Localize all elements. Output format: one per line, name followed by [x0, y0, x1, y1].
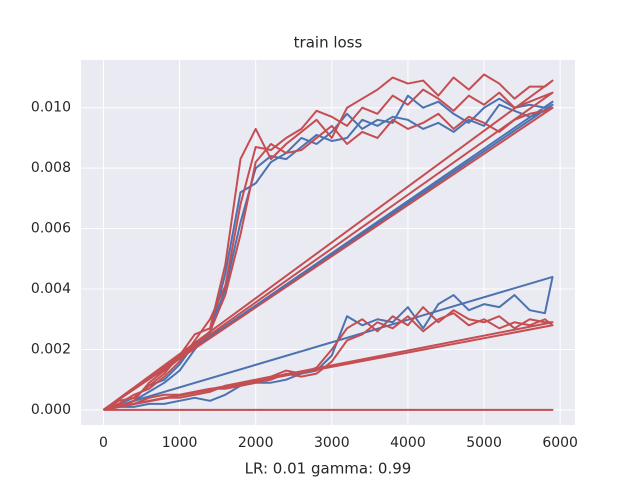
y-tick-label: 0.006 [31, 221, 71, 237]
series-line [103, 275, 554, 411]
y-tick-label: 0.010 [31, 100, 71, 116]
x-tick-label: 6000 [542, 435, 578, 451]
y-tick-label: 0.000 [31, 402, 71, 418]
series-line [102, 103, 554, 411]
series-line [102, 106, 554, 411]
x-tick-label: 5000 [466, 435, 502, 451]
x-tick-label: 1000 [162, 435, 198, 451]
series-line [103, 306, 554, 411]
y-tick-label: 0.008 [31, 160, 71, 176]
chart-title: train loss [294, 34, 363, 52]
y-tick-label: 0.004 [31, 281, 71, 297]
x-axis-label: LR: 0.01 gamma: 0.99 [245, 460, 412, 478]
x-tick-label: 2000 [238, 435, 274, 451]
series-line [102, 73, 554, 411]
series-line [103, 312, 554, 411]
x-tick-label: 0 [99, 435, 108, 451]
y-tick-label: 0.002 [31, 341, 71, 357]
x-tick-label: 3000 [314, 435, 350, 451]
x-tick-label: 4000 [390, 435, 426, 451]
